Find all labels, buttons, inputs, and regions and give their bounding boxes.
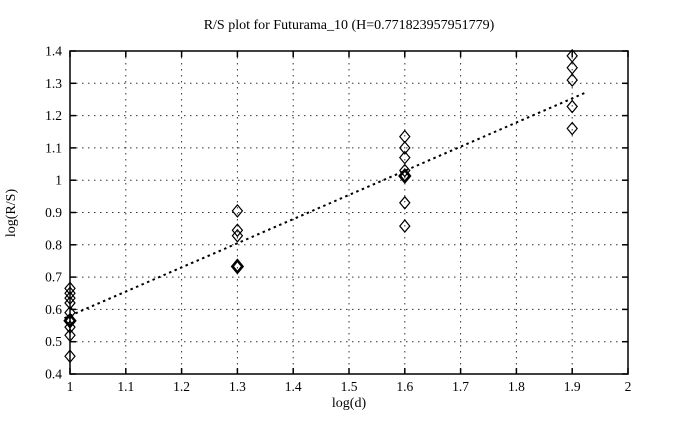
x-tick-label: 1 — [67, 379, 74, 394]
y-tick-label: 1.3 — [45, 76, 62, 91]
y-tick-label: 1.4 — [45, 44, 62, 59]
data-point-marker — [231, 203, 244, 218]
data-point-marker-bold — [230, 258, 245, 275]
data-point-marker — [64, 328, 76, 343]
y-tick-label: 0.9 — [45, 205, 62, 220]
x-tick-label: 1.3 — [229, 379, 246, 394]
data-point-marker — [566, 121, 578, 136]
data-point-marker — [64, 291, 76, 306]
y-tick-label: 0.8 — [45, 237, 62, 252]
y-tick-label: 1.1 — [45, 140, 62, 155]
data-point-marker — [64, 281, 76, 296]
x-tick-label: 1.6 — [396, 379, 413, 394]
x-tick-label: 1.2 — [173, 379, 190, 394]
data-point-marker — [64, 305, 76, 320]
x-tick-label: 1.4 — [285, 379, 302, 394]
data-point-marker — [399, 140, 411, 155]
data-point-marker-bold — [63, 312, 77, 329]
data-point-marker — [399, 195, 411, 210]
y-tick-label: 1 — [55, 173, 62, 188]
y-tick-label: 0.6 — [45, 302, 62, 317]
x-tick-label: 1.1 — [117, 379, 134, 394]
y-tick-label: 1.2 — [45, 108, 62, 123]
data-point-marker — [399, 219, 411, 234]
y-tick-label: 0.4 — [45, 367, 62, 382]
data-point-marker — [64, 286, 76, 301]
y-axis-label: log(R/S) — [4, 188, 19, 238]
data-point-marker — [231, 228, 244, 243]
x-tick-label: 1.9 — [564, 379, 581, 394]
data-point-marker — [399, 163, 411, 178]
data-point-marker — [566, 99, 578, 114]
x-tick-label: 2 — [625, 379, 632, 394]
data-point-marker — [64, 320, 76, 335]
y-tick-label: 0.7 — [45, 270, 62, 285]
x-tick-label: 1.5 — [341, 379, 358, 394]
data-point-marker — [64, 296, 76, 310]
x-axis-label: log(d) — [331, 396, 367, 411]
x-tick-label: 1.8 — [508, 379, 525, 394]
y-tick-label: 0.5 — [45, 334, 62, 349]
data-point-marker — [566, 73, 578, 88]
data-point-marker — [231, 223, 244, 238]
chart-title: R/S plot for Futurama_10 (H=0.7718239579… — [203, 18, 495, 33]
x-tick-label: 1.7 — [452, 379, 469, 394]
data-point-marker — [399, 129, 411, 144]
trend-line — [64, 91, 587, 320]
data-point-marker-bold — [398, 167, 412, 185]
data-point-marker — [64, 349, 76, 364]
